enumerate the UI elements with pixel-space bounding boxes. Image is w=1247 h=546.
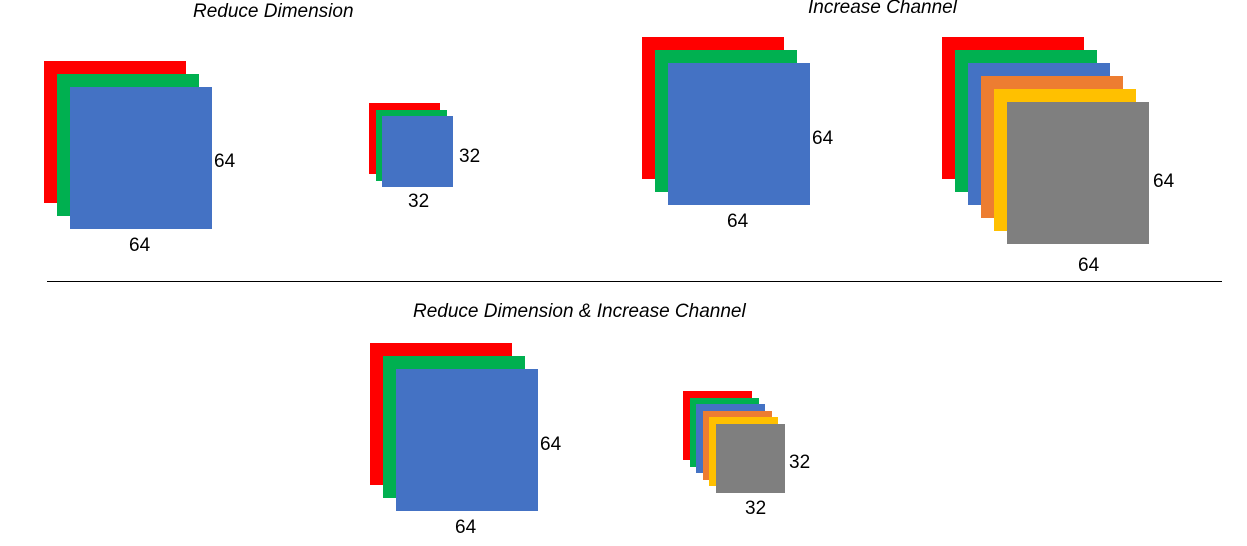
height-label: 32 [789, 452, 811, 473]
height-label: 64 [540, 434, 562, 455]
channel-layer-blue [396, 369, 538, 511]
section-divider [47, 281, 1222, 282]
width-label: 64 [1078, 255, 1100, 276]
height-label: 32 [459, 146, 481, 167]
channel-layer-gray [1007, 102, 1149, 244]
height-label: 64 [812, 128, 834, 149]
channel-layer-gray [715, 423, 785, 493]
width-label: 64 [727, 211, 749, 232]
increase-channel-title: Increase Channel [808, 0, 957, 18]
height-label: 64 [1153, 171, 1175, 192]
width-label: 64 [129, 235, 151, 256]
height-label: 64 [214, 151, 236, 172]
width-label: 32 [745, 498, 767, 519]
reduce-dimension-title: Reduce Dimension [193, 1, 354, 22]
channel-layer-blue [382, 116, 453, 187]
channel-layer-blue [668, 63, 810, 205]
channel-layer-blue [70, 87, 212, 229]
reduce-and-increase-title: Reduce Dimension & Increase Channel [413, 301, 746, 322]
width-label: 32 [408, 191, 430, 212]
width-label: 64 [455, 517, 477, 538]
